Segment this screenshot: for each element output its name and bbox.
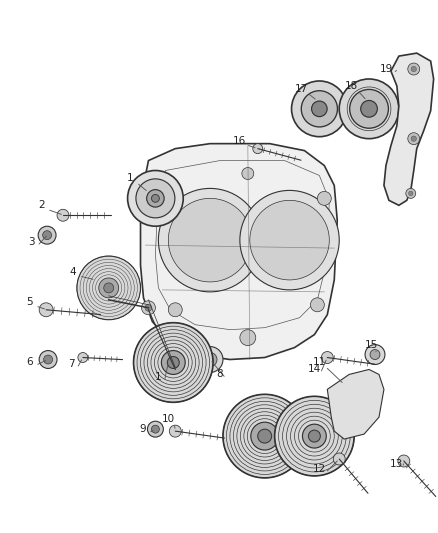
Text: 3: 3 xyxy=(28,237,35,247)
Circle shape xyxy=(152,425,159,433)
Text: 9: 9 xyxy=(139,424,146,434)
Text: 19: 19 xyxy=(380,64,394,74)
Circle shape xyxy=(136,179,175,218)
Circle shape xyxy=(292,81,347,136)
Circle shape xyxy=(223,394,307,478)
Text: 15: 15 xyxy=(364,340,378,350)
Circle shape xyxy=(370,350,380,360)
Circle shape xyxy=(170,425,181,437)
Circle shape xyxy=(148,421,163,437)
Text: 12: 12 xyxy=(313,464,326,474)
Circle shape xyxy=(147,190,164,207)
Circle shape xyxy=(44,355,53,364)
Circle shape xyxy=(398,455,410,467)
Circle shape xyxy=(104,283,114,293)
Circle shape xyxy=(311,101,327,117)
Text: 14: 14 xyxy=(308,365,321,375)
Circle shape xyxy=(168,303,182,317)
Circle shape xyxy=(408,63,420,75)
Text: 13: 13 xyxy=(390,459,403,469)
Circle shape xyxy=(333,453,345,465)
Circle shape xyxy=(39,351,57,368)
Circle shape xyxy=(411,66,417,72)
Text: 10: 10 xyxy=(162,414,175,424)
Circle shape xyxy=(321,352,333,364)
FancyBboxPatch shape xyxy=(342,100,356,118)
Circle shape xyxy=(251,422,279,450)
Circle shape xyxy=(303,424,326,448)
Text: 2: 2 xyxy=(38,200,44,211)
Text: 17: 17 xyxy=(295,84,308,94)
Circle shape xyxy=(99,278,119,298)
Circle shape xyxy=(350,90,389,128)
Text: 8: 8 xyxy=(217,369,223,379)
Circle shape xyxy=(318,191,331,205)
Circle shape xyxy=(258,429,272,443)
Circle shape xyxy=(203,352,217,367)
Text: 11: 11 xyxy=(313,358,326,367)
Circle shape xyxy=(127,171,183,226)
Circle shape xyxy=(38,226,56,244)
Circle shape xyxy=(152,195,159,203)
Text: 5: 5 xyxy=(26,297,32,307)
Circle shape xyxy=(161,351,185,375)
Circle shape xyxy=(168,198,252,282)
Circle shape xyxy=(365,345,385,365)
Circle shape xyxy=(250,200,329,280)
Circle shape xyxy=(301,91,337,127)
Text: 7: 7 xyxy=(67,359,74,369)
Text: 18: 18 xyxy=(345,81,358,91)
Text: 1: 1 xyxy=(127,173,134,183)
Circle shape xyxy=(406,188,416,198)
Circle shape xyxy=(134,322,213,402)
Text: 6: 6 xyxy=(26,357,32,367)
Circle shape xyxy=(167,357,179,368)
Text: 1: 1 xyxy=(155,373,162,382)
Circle shape xyxy=(159,188,262,292)
Circle shape xyxy=(242,167,254,180)
Circle shape xyxy=(78,352,88,362)
Circle shape xyxy=(308,430,320,442)
Circle shape xyxy=(240,190,339,290)
Circle shape xyxy=(408,133,420,144)
Circle shape xyxy=(168,188,182,203)
Circle shape xyxy=(141,301,155,315)
Circle shape xyxy=(42,231,52,240)
Polygon shape xyxy=(141,144,337,360)
Polygon shape xyxy=(384,53,434,205)
Circle shape xyxy=(77,256,141,320)
Text: 16: 16 xyxy=(233,136,247,146)
Circle shape xyxy=(253,144,263,154)
Circle shape xyxy=(409,191,413,196)
Circle shape xyxy=(57,209,69,221)
Polygon shape xyxy=(327,369,384,439)
Circle shape xyxy=(39,303,53,317)
Text: 4: 4 xyxy=(70,267,76,277)
Circle shape xyxy=(197,346,223,373)
Circle shape xyxy=(145,304,152,311)
Circle shape xyxy=(311,298,324,312)
Circle shape xyxy=(361,100,378,117)
Circle shape xyxy=(411,136,417,141)
Circle shape xyxy=(339,79,399,139)
Circle shape xyxy=(240,330,256,345)
Circle shape xyxy=(275,397,354,476)
